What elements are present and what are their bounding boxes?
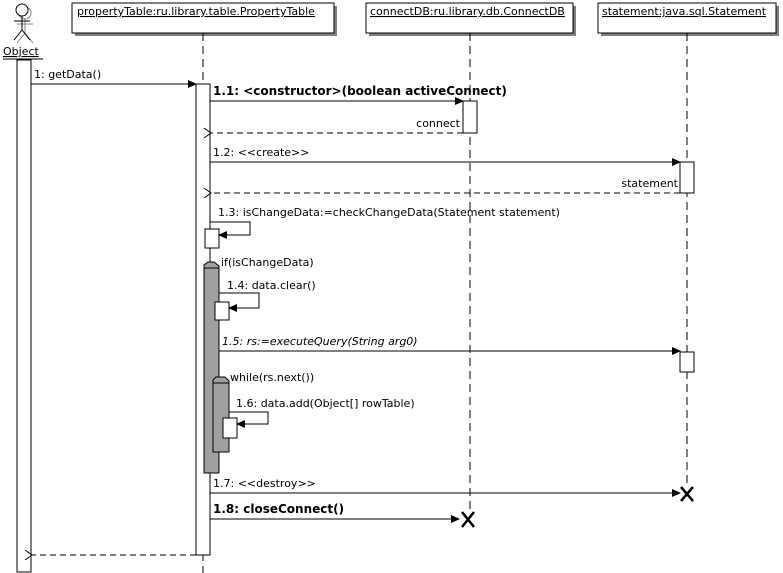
lifeline-label: statement:java.sql.Statement <box>602 5 767 18</box>
message-1-label: 1: getData() <box>34 68 101 81</box>
fragment-while-label: while(rs.next()) <box>230 371 314 384</box>
lifeline-connect-db[interactable]: connectDB:ru.library.db.ConnectDB <box>365 2 576 512</box>
return-statement-label: statement <box>621 177 678 190</box>
message-1-4-label: 1.4: data.clear() <box>227 279 316 292</box>
activation-self-1-6 <box>222 417 238 439</box>
message-1-2-label: 1.2: <<create>> <box>213 146 309 159</box>
lifeline-property-table[interactable]: propertyTable:ru.library.table.PropertyT… <box>71 2 337 573</box>
activation-connect-db <box>462 100 478 134</box>
message-1-7-label: 1.7: <<destroy>> <box>213 477 316 490</box>
activation-object <box>16 59 32 573</box>
activation-self-1-3 <box>204 228 220 249</box>
message-1-1-label: 1.1: <constructor>(boolean activeConnect… <box>213 84 507 98</box>
destroy-statement-icon <box>680 486 694 502</box>
message-1-5-label: 1.5: rs:=executeQuery(String arg0) <box>222 335 418 348</box>
actor-object[interactable]: Object <box>3 3 43 60</box>
message-1-3-label: 1.3: isChangeData:=checkChangeData(State… <box>218 206 560 219</box>
lifeline-statement[interactable]: statement:java.sql.Statement <box>597 2 779 485</box>
message-1-6-label: 1.6: data.add(Object[] rowTable) <box>236 397 415 410</box>
return-connect-label: connect <box>416 117 461 130</box>
activation-statement-2 <box>679 351 695 373</box>
activation-self-1-4 <box>214 301 230 321</box>
message-1-8-label: 1.8: closeConnect() <box>213 502 344 516</box>
lifeline-label: propertyTable:ru.library.table.PropertyT… <box>77 5 315 18</box>
message-1-6-arrow[interactable] <box>229 411 269 428</box>
fragment-if-label: if(isChangeData) <box>221 256 314 269</box>
message-1-3-arrow[interactable] <box>210 221 251 239</box>
destroy-connect-db-icon <box>461 511 475 528</box>
actor-label: Object <box>3 45 40 58</box>
lifeline-label: connectDB:ru.library.db.ConnectDB <box>370 5 565 18</box>
activations <box>16 59 695 573</box>
message-1-4-arrow[interactable] <box>219 292 260 312</box>
activation-statement-1 <box>679 161 695 194</box>
